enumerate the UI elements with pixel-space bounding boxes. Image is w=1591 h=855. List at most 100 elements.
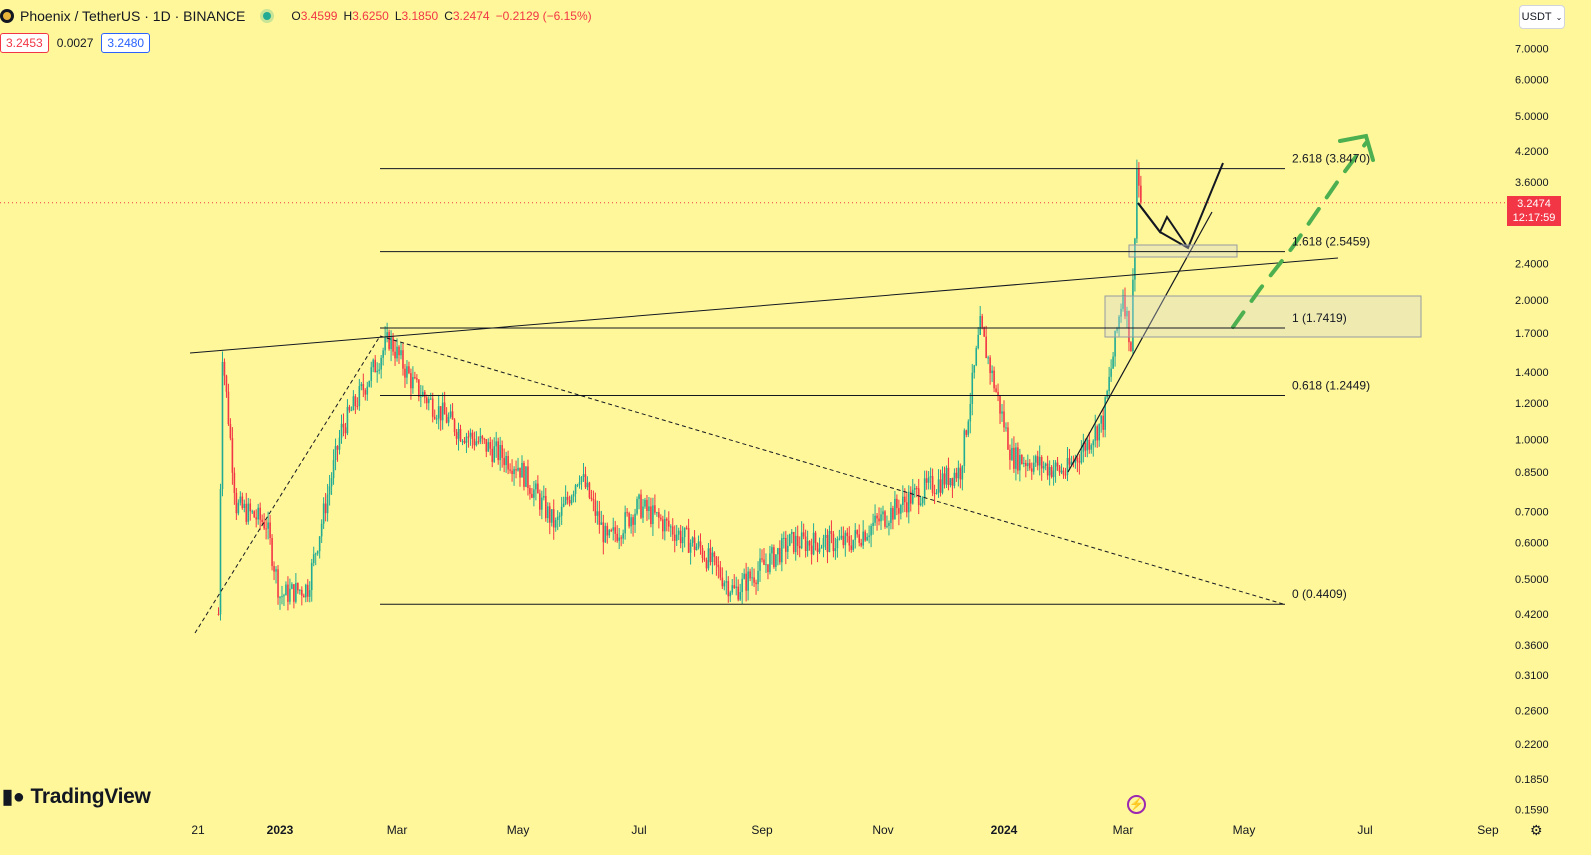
candle-body	[985, 336, 987, 359]
candle-body	[457, 428, 460, 439]
candle-body	[1013, 447, 1015, 469]
candle-body	[925, 478, 928, 483]
candle-body	[1100, 415, 1102, 424]
candle-body	[231, 438, 234, 473]
candle-body	[771, 547, 773, 554]
candle-body	[580, 476, 583, 483]
candle-body	[1030, 468, 1033, 472]
candle-body	[620, 537, 622, 539]
low-label: L	[394, 9, 402, 23]
candle-body	[588, 482, 591, 498]
candle-body	[519, 467, 521, 478]
candle-body	[497, 441, 499, 461]
candle-body	[453, 419, 456, 433]
gear-icon[interactable]: ⚙	[1530, 822, 1543, 838]
price-axis[interactable]: 7.0000 6.0000 5.0000 4.2000 3.6000 2.4000 2.00…	[1515, 43, 1549, 816]
candle-body	[890, 507, 892, 524]
price-tick-label: 1.0000	[1515, 435, 1549, 447]
candle-body	[289, 588, 291, 602]
candle-body	[997, 391, 999, 396]
close-value: 3.2474	[452, 9, 490, 23]
candle-body	[681, 537, 684, 544]
candle-body	[1060, 470, 1063, 473]
candle-body	[229, 424, 232, 439]
candle-body	[975, 348, 978, 366]
candle-body	[1102, 415, 1104, 430]
candle-body	[352, 396, 355, 411]
candle-body	[695, 546, 698, 551]
candle-body	[285, 584, 287, 596]
candle-body	[1116, 328, 1118, 331]
candle-body	[386, 332, 388, 338]
candle-body	[927, 477, 930, 483]
candle-body	[806, 541, 809, 551]
candle-body	[318, 536, 321, 552]
candle-body	[295, 582, 297, 602]
time-tick-label: 2023	[267, 823, 294, 837]
candle-body	[830, 530, 833, 534]
candle-body	[794, 535, 797, 553]
candle-body	[281, 596, 283, 598]
time-axis[interactable]: 21 2023 Mar May Jul Sep Nov 2024 Mar May Jul Sep	[191, 823, 1499, 837]
candle-body	[1011, 447, 1013, 460]
candle-body	[376, 370, 378, 373]
candle-body	[822, 538, 825, 548]
candle-body	[582, 474, 585, 477]
candle-body	[727, 581, 730, 597]
candle-body	[977, 334, 980, 349]
candle-body	[761, 558, 763, 560]
candle-body	[368, 380, 371, 387]
candle-body	[1112, 356, 1114, 369]
candle-body	[779, 548, 781, 563]
candle-body	[334, 446, 337, 460]
candle-body	[788, 534, 791, 546]
candle-body	[1106, 391, 1108, 398]
candle-body	[638, 494, 640, 500]
sell-price-button[interactable]: 3.2453	[0, 33, 49, 53]
bar-countdown: 12:17:59	[1512, 212, 1556, 224]
candle-body	[396, 346, 398, 359]
candle-body	[584, 474, 587, 488]
candle-body	[733, 585, 736, 588]
candle-body	[1084, 443, 1087, 451]
candle-body	[618, 537, 620, 541]
candle-body	[983, 327, 985, 337]
candle-body	[324, 503, 327, 514]
candle-body	[271, 537, 273, 567]
candle-body	[340, 423, 343, 438]
candle-body	[634, 513, 636, 525]
high-label: H	[343, 9, 353, 23]
price-tick-label: 0.4200	[1515, 609, 1549, 621]
candle-body	[235, 492, 238, 514]
candle-body	[886, 525, 888, 527]
candle-body	[800, 532, 803, 549]
candle-body	[255, 517, 257, 520]
candle-body	[1076, 457, 1079, 462]
change-value: −0.2129 (−6.15%)	[495, 9, 592, 23]
candle-body	[1124, 295, 1126, 317]
candle-body	[949, 478, 952, 486]
candle-body	[689, 542, 692, 553]
candle-body	[786, 545, 789, 552]
flash-icon[interactable]: ⚡	[1127, 795, 1146, 814]
candle-body	[427, 398, 430, 404]
candle-body	[507, 456, 509, 470]
candle-body	[382, 350, 384, 358]
currency-selector[interactable]: USDT ⌄	[1519, 5, 1565, 29]
symbol-title[interactable]: Phoenix / TetherUS · 1D · BINANCE	[20, 8, 246, 24]
candle-body	[735, 586, 738, 588]
candle-body	[677, 530, 680, 535]
buy-price-button[interactable]: 3.2480	[101, 33, 151, 53]
candle-body	[356, 405, 359, 407]
candle-body	[856, 530, 859, 535]
tradingview-logo[interactable]: ▮● TradingView	[2, 784, 151, 809]
candle-body	[667, 520, 670, 527]
candle-body	[894, 498, 896, 520]
close-label: C	[444, 9, 453, 23]
candle-body	[1090, 445, 1093, 450]
candle-body	[715, 556, 718, 565]
candle-body	[299, 589, 301, 591]
candle-body	[1040, 457, 1043, 469]
candle-body	[384, 337, 386, 351]
